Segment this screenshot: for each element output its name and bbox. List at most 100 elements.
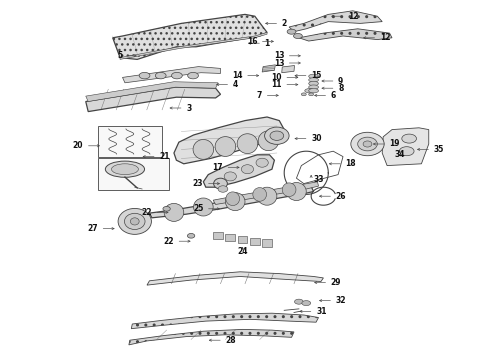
Ellipse shape [309,89,318,93]
Text: 13: 13 [274,51,284,60]
Ellipse shape [124,213,145,230]
Ellipse shape [258,131,279,150]
Ellipse shape [294,299,303,304]
Ellipse shape [214,178,227,189]
Ellipse shape [309,78,318,82]
Text: 22: 22 [142,208,152,217]
Ellipse shape [294,33,302,39]
Ellipse shape [287,183,306,201]
Ellipse shape [194,198,213,216]
Text: 32: 32 [336,296,346,305]
Text: 35: 35 [434,145,444,154]
Ellipse shape [215,136,236,157]
Polygon shape [113,14,267,59]
Ellipse shape [282,183,296,197]
Text: 30: 30 [311,134,321,143]
Text: 17: 17 [212,163,223,172]
Text: 26: 26 [336,192,346,201]
Text: 7: 7 [257,91,262,100]
Ellipse shape [164,203,184,221]
Text: 34: 34 [394,150,405,159]
Polygon shape [120,32,267,59]
Ellipse shape [155,72,166,79]
Text: 25: 25 [193,204,203,213]
Polygon shape [86,87,220,112]
Text: 2: 2 [282,19,287,28]
Text: 18: 18 [345,159,356,168]
Ellipse shape [139,72,150,79]
Polygon shape [129,329,294,345]
Text: 13: 13 [274,58,284,68]
Ellipse shape [305,89,315,93]
Text: 22: 22 [164,237,174,246]
Ellipse shape [256,158,269,167]
Text: 12: 12 [348,12,358,21]
Text: 8: 8 [338,84,343,93]
Polygon shape [213,232,223,239]
Ellipse shape [218,186,228,192]
Text: 6: 6 [331,91,336,100]
Text: 28: 28 [225,336,236,345]
Text: 20: 20 [73,141,83,150]
Ellipse shape [399,147,414,156]
Polygon shape [262,239,272,247]
Text: 21: 21 [159,152,170,161]
Ellipse shape [163,207,171,211]
Polygon shape [122,67,220,83]
Ellipse shape [351,132,384,156]
Polygon shape [147,272,323,285]
Bar [98,126,162,157]
Polygon shape [213,182,318,204]
Ellipse shape [237,134,258,153]
Ellipse shape [309,85,318,89]
Ellipse shape [309,81,318,86]
Polygon shape [131,313,318,329]
Text: 11: 11 [271,80,282,89]
Text: 24: 24 [237,248,248,256]
Polygon shape [250,238,260,245]
Text: 33: 33 [314,175,324,184]
Ellipse shape [105,161,145,177]
Text: 29: 29 [331,278,341,287]
Ellipse shape [301,93,306,96]
Text: 12: 12 [380,33,390,42]
Ellipse shape [309,74,318,78]
Text: 5: 5 [118,51,122,60]
Ellipse shape [253,188,267,201]
Ellipse shape [187,234,195,238]
Text: 14: 14 [232,71,243,80]
Polygon shape [86,82,218,102]
Text: 1: 1 [265,39,270,48]
Ellipse shape [265,127,289,144]
Polygon shape [262,65,275,72]
Ellipse shape [130,218,139,225]
Ellipse shape [363,141,372,147]
Text: 10: 10 [271,73,282,82]
Text: 3: 3 [186,104,192,112]
Ellipse shape [225,193,245,211]
Text: 31: 31 [316,307,326,316]
Text: 15: 15 [311,71,321,80]
Text: 27: 27 [87,224,98,233]
Text: 19: 19 [390,139,400,148]
Polygon shape [238,236,247,243]
Ellipse shape [402,134,416,143]
Polygon shape [299,29,392,41]
Polygon shape [149,186,314,218]
Ellipse shape [309,93,314,96]
Ellipse shape [302,301,311,306]
Ellipse shape [188,72,198,79]
Ellipse shape [241,165,254,174]
Polygon shape [282,66,294,73]
Ellipse shape [257,187,277,205]
Ellipse shape [193,139,214,159]
Polygon shape [289,11,382,32]
Ellipse shape [226,192,240,206]
Text: 4: 4 [233,80,238,89]
Text: 9: 9 [338,77,343,85]
Ellipse shape [118,208,151,234]
Ellipse shape [172,72,182,79]
Text: 16: 16 [247,37,257,46]
Polygon shape [174,117,284,164]
Ellipse shape [358,137,377,151]
